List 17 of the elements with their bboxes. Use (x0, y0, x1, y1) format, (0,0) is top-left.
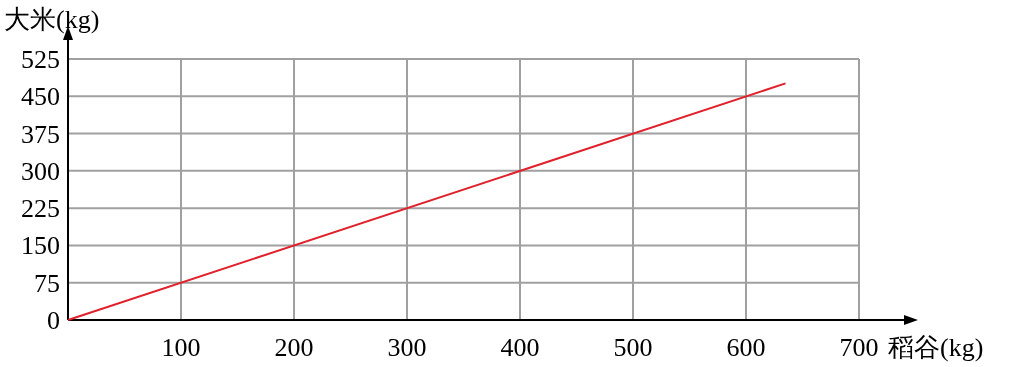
x-tick-label: 600 (726, 333, 766, 362)
x-tick-label: 700 (839, 333, 879, 362)
x-axis-title: 稻谷(kg) (888, 333, 984, 362)
y-tick-label: 450 (21, 82, 60, 112)
x-tick-label: 100 (161, 333, 201, 362)
x-tick-label: 500 (613, 333, 653, 362)
y-tick-label: 75 (34, 268, 60, 298)
y-tick-label: 0 (47, 306, 60, 335)
y-tick-label: 225 (21, 194, 60, 224)
y-tick-label: 150 (21, 231, 60, 261)
x-tick-label: 300 (387, 333, 427, 362)
y-tick-label: 375 (21, 119, 60, 149)
x-tick-label: 200 (274, 333, 314, 362)
y-axis-title: 大米(kg) (4, 5, 100, 34)
y-tick-label: 525 (21, 45, 60, 74)
y-tick-label: 300 (21, 156, 60, 186)
x-tick-label: 400 (500, 333, 540, 362)
